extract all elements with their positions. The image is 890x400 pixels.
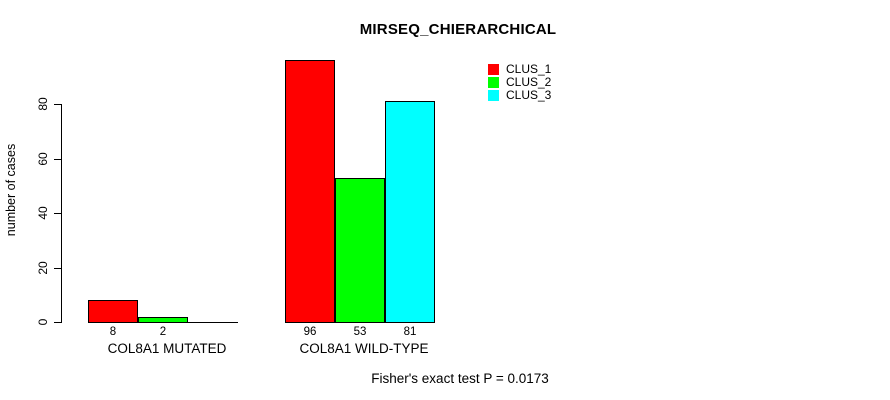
bar-value-label: 96 — [303, 326, 317, 338]
bar-value-label: 81 — [403, 326, 417, 338]
bar-clus_1-1 — [88, 300, 138, 323]
bar-value-label: 2 — [159, 326, 167, 338]
bar-clus_1-2 — [285, 60, 335, 323]
legend-item: CLUS_1 — [488, 63, 551, 76]
bar-clus_2-1 — [138, 317, 188, 323]
legend-swatch-clus_2 — [488, 77, 499, 88]
y-axis-tick-label: 0 — [36, 318, 50, 326]
y-axis-tick-label: 40 — [36, 206, 50, 220]
bar-clus_3-1-zero — [188, 322, 238, 323]
y-axis-tick — [54, 322, 61, 323]
chart-title: MIRSEQ_CHIERARCHICAL — [359, 21, 557, 38]
legend: CLUS_1 CLUS_2 CLUS_3 — [488, 63, 551, 102]
y-axis-tick-label: 20 — [36, 261, 50, 275]
y-axis-line — [61, 104, 62, 323]
y-axis-tick — [54, 104, 61, 105]
category-label: COL8A1 MUTATED — [107, 341, 227, 356]
legend-label: CLUS_3 — [506, 88, 552, 102]
y-axis-tick — [54, 268, 61, 269]
legend-label: CLUS_2 — [506, 75, 552, 89]
y-axis-tick-label: 60 — [36, 152, 50, 166]
bar-value-label: 53 — [353, 326, 367, 338]
y-axis-tick — [54, 159, 61, 160]
y-axis-title: number of cases — [4, 143, 18, 237]
legend-label: CLUS_1 — [506, 62, 552, 76]
y-axis-tick — [54, 213, 61, 214]
bar-value-label: 8 — [109, 326, 117, 338]
legend-item: CLUS_3 — [488, 89, 551, 102]
legend-item: CLUS_2 — [488, 76, 551, 89]
bar-clus_3-2 — [385, 101, 435, 323]
legend-swatch-clus_1 — [488, 64, 499, 75]
legend-swatch-clus_3 — [488, 90, 499, 101]
y-axis-tick-label: 80 — [36, 97, 50, 111]
bar-clus_2-2 — [335, 178, 385, 323]
category-label: COL8A1 WILD-TYPE — [299, 341, 429, 356]
annotation-text: Fisher's exact test P = 0.0173 — [371, 371, 549, 386]
